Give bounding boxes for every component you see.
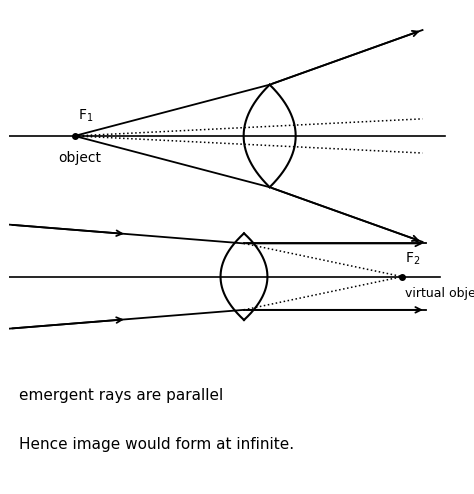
Text: virtual object: virtual object (405, 287, 474, 300)
Text: Hence image would form at infinite.: Hence image would form at infinite. (19, 437, 294, 452)
Text: F$_1$: F$_1$ (78, 108, 93, 124)
Text: emergent rays are parallel: emergent rays are parallel (19, 388, 223, 403)
Text: object: object (58, 151, 101, 165)
Text: F$_2$: F$_2$ (405, 250, 420, 267)
